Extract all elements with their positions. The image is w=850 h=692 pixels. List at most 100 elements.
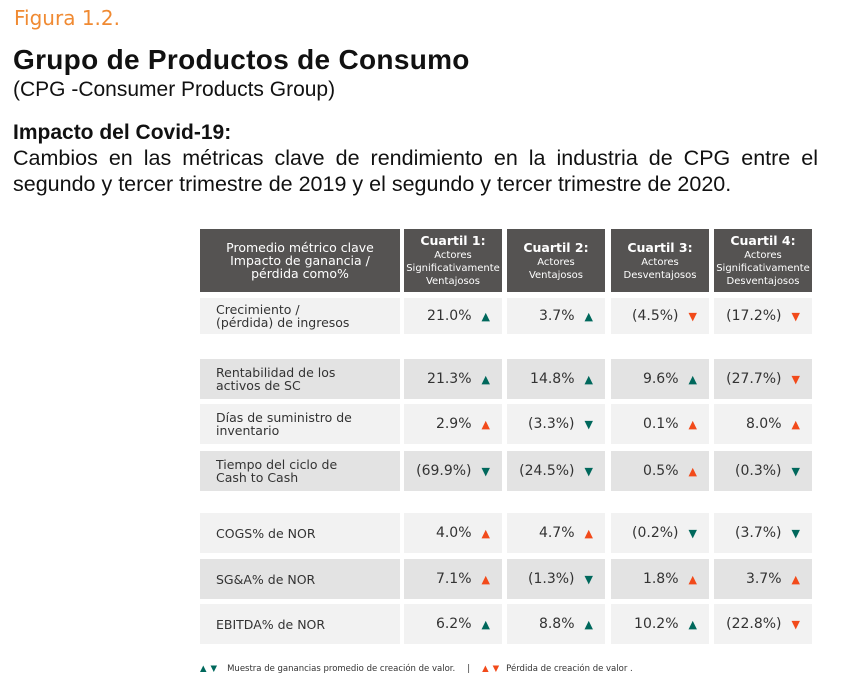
table-cell: 3.7% ▲ xyxy=(507,298,605,334)
row-label: Rentabilidad de los activos de SC xyxy=(200,359,400,399)
table-cell: 8.0% ▲ xyxy=(714,404,812,444)
table-cell: 4.0% ▲ xyxy=(404,513,502,553)
table-cell: 1.8% ▲ xyxy=(611,559,709,599)
gain-up-icon: ▲ xyxy=(200,664,207,674)
cell-value: 1.8% xyxy=(642,571,679,587)
table-cell: (69.9%) ▼ xyxy=(404,451,502,491)
triangle-up-icon: ▲ xyxy=(791,572,800,586)
cell-value: (27.7%) xyxy=(726,371,782,387)
triangle-down-icon: ▼ xyxy=(584,417,593,431)
cell-value: (0.3%) xyxy=(735,463,782,479)
column-header-q1: Cuartil 1: Actores Significativamente Ven… xyxy=(404,229,502,292)
triangle-down-icon: ▼ xyxy=(688,526,697,540)
column-header-q2: Cuartil 2: Actores Ventajosos xyxy=(507,229,605,292)
loss-down-icon: ▼ xyxy=(492,664,500,674)
cell-value: 9.6% xyxy=(642,371,679,387)
table-cell: (1.3%) ▼ xyxy=(507,559,605,599)
legend-gain-text: Muestra de ganancias promedio de creació… xyxy=(227,664,456,674)
triangle-down-icon: ▼ xyxy=(791,309,800,323)
triangle-up-icon: ▲ xyxy=(688,617,697,631)
legend-separator: | xyxy=(467,664,471,674)
triangle-up-icon: ▲ xyxy=(481,417,490,431)
table-cell: 2.9% ▲ xyxy=(404,404,502,444)
cell-value: (4.5%) xyxy=(632,308,679,324)
table-cell: (0.3%) ▼ xyxy=(714,451,812,491)
cell-value: (24.5%) xyxy=(519,463,575,479)
row-label: Tiempo del ciclo de Cash to Cash xyxy=(200,451,400,491)
triangle-down-icon: ▼ xyxy=(688,309,697,323)
row-label: EBITDA% de NOR xyxy=(200,604,400,644)
cell-value: 4.7% xyxy=(538,525,575,541)
row-label: Días de suministro de inventario xyxy=(200,404,400,444)
triangle-up-icon: ▲ xyxy=(688,372,697,386)
triangle-up-icon: ▲ xyxy=(584,526,593,540)
cell-value: 8.8% xyxy=(538,616,575,632)
table-cell: 3.7% ▲ xyxy=(714,559,812,599)
table-cell: (3.7%) ▼ xyxy=(714,513,812,553)
triangle-up-icon: ▲ xyxy=(481,617,490,631)
triangle-up-icon: ▲ xyxy=(584,372,593,386)
cell-value: (22.8%) xyxy=(726,616,782,632)
cell-value: 3.7% xyxy=(745,571,782,587)
triangle-down-icon: ▼ xyxy=(481,464,490,478)
column-title: Cuartil 4: xyxy=(730,233,796,248)
table-cell: (24.5%) ▼ xyxy=(507,451,605,491)
table-cell: (4.5%) ▼ xyxy=(611,298,709,334)
cell-value: 3.7% xyxy=(538,308,575,324)
row-label: COGS% de NOR xyxy=(200,513,400,553)
table-cell: 14.8% ▲ xyxy=(507,359,605,399)
cell-value: (0.2%) xyxy=(632,525,679,541)
table-cell: (3.3%) ▼ xyxy=(507,404,605,444)
cell-value: (1.3%) xyxy=(528,571,575,587)
column-title: Cuartil 1: xyxy=(420,233,486,248)
triangle-up-icon: ▲ xyxy=(688,464,697,478)
triangle-up-icon: ▲ xyxy=(481,572,490,586)
triangle-up-icon: ▲ xyxy=(584,617,593,631)
column-title: Cuartil 2: xyxy=(523,239,589,255)
description: Cambios en las métricas clave de rendimi… xyxy=(13,146,818,196)
figure-label: Figura 1.2. xyxy=(14,6,120,30)
table-cell: 4.7% ▲ xyxy=(507,513,605,553)
triangle-down-icon: ▼ xyxy=(791,526,800,540)
triangle-up-icon: ▲ xyxy=(481,372,490,386)
cell-value: 0.1% xyxy=(642,416,679,432)
column-title: Cuartil 3: xyxy=(627,239,693,255)
column-header-q4: Cuartil 4: Actores Significativamente Des… xyxy=(714,229,812,292)
cell-value: (17.2%) xyxy=(726,308,782,324)
table-cell: 7.1% ▲ xyxy=(404,559,502,599)
cell-value: (3.7%) xyxy=(735,525,782,541)
triangle-up-icon: ▲ xyxy=(791,417,800,431)
column-subtitle: Actores Significativamente Desventajosos xyxy=(716,250,810,287)
cell-value: 0.5% xyxy=(642,463,679,479)
triangle-down-icon: ▼ xyxy=(791,617,800,631)
table-cell: 8.8% ▲ xyxy=(507,604,605,644)
table-cell: (22.8%) ▼ xyxy=(714,604,812,644)
cell-value: 14.8% xyxy=(530,371,575,387)
table-cell: 10.2% ▲ xyxy=(611,604,709,644)
section-heading: Impacto del Covid-19: xyxy=(13,121,232,144)
loss-up-icon: ▲ xyxy=(482,664,489,674)
cell-value: 10.2% xyxy=(634,616,679,632)
table-cell: 9.6% ▲ xyxy=(611,359,709,399)
triangle-down-icon: ▼ xyxy=(791,372,800,386)
row-label: SG&A% de NOR xyxy=(200,559,400,599)
table-cell: (0.2%) ▼ xyxy=(611,513,709,553)
row-label: Crecimiento / (pérdida) de ingresos xyxy=(200,298,400,334)
table-cell: 6.2% ▲ xyxy=(404,604,502,644)
legend: ▲ ▼ Muestra de ganancias promedio de cre… xyxy=(200,664,633,674)
cell-value: (69.9%) xyxy=(416,463,472,479)
table-cell: 0.5% ▲ xyxy=(611,451,709,491)
table-cell: 21.3% ▲ xyxy=(404,359,502,399)
column-subtitle: Actores Significativamente Ventajosos xyxy=(406,250,500,287)
cell-value: 21.0% xyxy=(427,308,472,324)
triangle-up-icon: ▲ xyxy=(481,526,490,540)
column-header-q3: Cuartil 3: Actores Desventajosos xyxy=(611,229,709,292)
cell-value: 4.0% xyxy=(435,525,472,541)
cell-value: 7.1% xyxy=(435,571,472,587)
table-cell: 0.1% ▲ xyxy=(611,404,709,444)
triangle-down-icon: ▼ xyxy=(584,572,593,586)
triangle-up-icon: ▲ xyxy=(688,572,697,586)
cell-value: (3.3%) xyxy=(528,416,575,432)
triangle-up-icon: ▲ xyxy=(481,309,490,323)
table-header-label: Promedio métrico clave Impacto de gananc… xyxy=(200,229,400,292)
